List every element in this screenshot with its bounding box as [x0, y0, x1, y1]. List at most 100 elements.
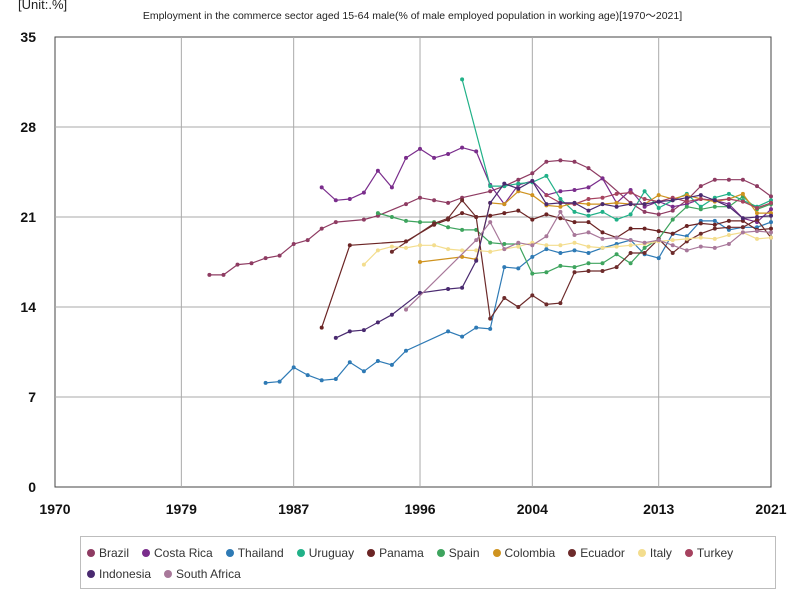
data-point [586, 213, 591, 218]
legend-marker [142, 548, 151, 557]
data-point [586, 185, 591, 190]
legend-label: Costa Rica [154, 545, 213, 560]
data-point [769, 207, 773, 212]
data-point [684, 199, 689, 204]
data-point [460, 248, 465, 253]
data-point [614, 191, 619, 196]
y-tick-label: 28 [20, 119, 36, 135]
data-point [755, 206, 759, 210]
data-point [572, 220, 577, 225]
y-tick-label: 14 [20, 299, 36, 315]
data-point [698, 221, 703, 226]
data-point [544, 243, 549, 248]
series-lines [207, 77, 773, 385]
legend-item: Thailand [225, 542, 284, 563]
series-indonesia [333, 179, 773, 340]
data-point [544, 212, 549, 217]
data-point [502, 202, 507, 207]
data-point [544, 234, 549, 239]
data-point [347, 360, 352, 365]
data-point [684, 248, 689, 253]
data-point [516, 181, 521, 186]
data-point [726, 218, 731, 223]
data-point [474, 258, 479, 263]
data-point [404, 202, 408, 207]
data-point [656, 212, 661, 217]
data-point [572, 240, 577, 245]
data-point [544, 202, 549, 207]
data-point [586, 166, 591, 171]
series-line [461, 79, 772, 221]
data-point [558, 251, 563, 255]
data-point [586, 269, 591, 273]
data-point [347, 197, 352, 201]
data-point [474, 238, 479, 243]
data-point [544, 302, 549, 307]
data-point [347, 243, 352, 248]
data-point [628, 238, 633, 243]
data-point [600, 202, 605, 207]
legend-label: South Africa [176, 566, 241, 581]
series-line [363, 231, 772, 266]
data-point [740, 191, 745, 196]
legend-label: Uruguay [308, 545, 355, 560]
data-point [530, 271, 535, 276]
data-point [446, 200, 451, 205]
data-point [488, 213, 493, 218]
data-point [277, 253, 282, 258]
data-point [375, 248, 380, 253]
data-point [530, 243, 535, 248]
data-point [305, 373, 310, 378]
data-point [418, 260, 422, 264]
data-point [769, 230, 773, 235]
data-point [642, 240, 647, 245]
data-point [488, 189, 493, 194]
data-point [656, 199, 661, 204]
data-point [460, 145, 465, 150]
data-point [460, 285, 465, 290]
legend-item: Panama [367, 542, 424, 563]
data-point [740, 225, 745, 230]
legend-label: Brazil [99, 545, 130, 560]
data-point [558, 243, 563, 248]
data-point [530, 293, 535, 298]
data-point [684, 195, 689, 200]
data-point [642, 245, 647, 250]
data-point [656, 193, 661, 198]
legend-label: Colombia [504, 545, 556, 560]
legend-marker [164, 569, 173, 578]
data-point [586, 261, 591, 266]
data-point [558, 209, 563, 214]
data-point [446, 152, 451, 156]
data-point [642, 251, 647, 255]
data-point [558, 204, 563, 209]
legend-marker [684, 548, 693, 557]
data-point [698, 244, 703, 249]
data-point [460, 77, 465, 82]
series-costa-rica [319, 145, 773, 225]
data-point [404, 348, 408, 353]
data-point [726, 233, 731, 237]
data-point [726, 191, 731, 196]
data-point [263, 380, 268, 385]
series-line [321, 209, 772, 328]
unit-label: [Unit:.%] [18, 0, 68, 12]
data-point [361, 369, 366, 374]
data-point [418, 220, 422, 225]
data-point [277, 379, 282, 384]
data-point [488, 200, 493, 205]
data-point [249, 261, 254, 266]
data-point [389, 312, 394, 317]
data-point [769, 200, 773, 205]
data-point [698, 193, 703, 198]
data-point [460, 254, 465, 259]
data-point [755, 229, 759, 234]
data-point [347, 329, 352, 334]
data-point [474, 227, 479, 232]
data-point [404, 218, 408, 223]
data-point [614, 252, 619, 257]
data-point [670, 238, 675, 243]
line-chart: 0 7 14 21 28 35 1970 1979 1987 1996 2004 2013 2021 [20, 29, 786, 517]
data-point [670, 198, 675, 203]
data-point [291, 365, 296, 370]
